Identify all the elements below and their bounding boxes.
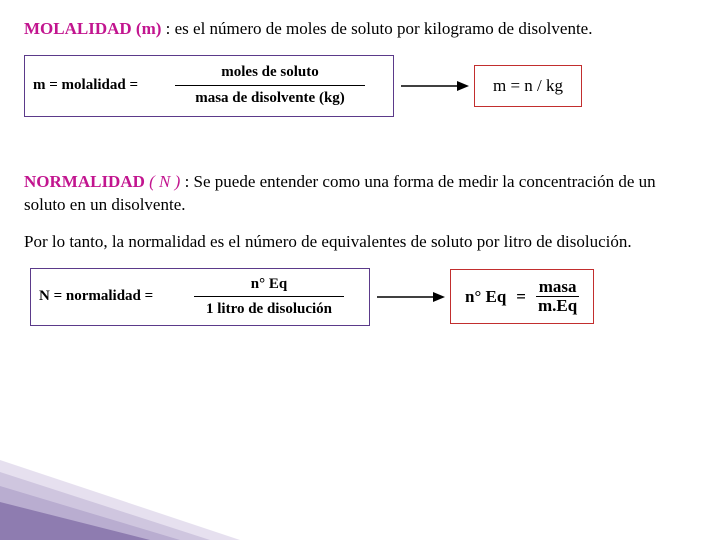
decorative-corner xyxy=(0,460,280,540)
normalidad-result-num: masa xyxy=(539,278,577,296)
arrow-icon xyxy=(394,76,474,96)
normalidad-definition: NORMALIDAD ( N ) : Se puede entender com… xyxy=(24,171,696,217)
molalidad-fraction: moles de soluto masa de disolvente (kg) xyxy=(165,63,375,109)
fraction-line xyxy=(175,85,365,86)
normalidad-result-fraction: masa m.Eq xyxy=(536,278,579,315)
molalidad-term: MOLALIDAD (m) xyxy=(24,19,161,38)
normalidad-result-eq: = xyxy=(516,287,526,307)
normalidad-result-den: m.Eq xyxy=(536,296,579,315)
molalidad-formula-row: m = molalidad = moles de soluto masa de … xyxy=(24,55,696,117)
normalidad-formula-left: N = normalidad = xyxy=(39,288,179,305)
normalidad-numerator: n° Eq xyxy=(179,275,359,294)
molalidad-result-box: m = n / kg xyxy=(474,65,582,107)
fraction-line xyxy=(194,296,344,297)
molalidad-numerator: moles de soluto xyxy=(165,63,375,83)
molalidad-result: m = n / kg xyxy=(493,76,563,96)
normalidad-symbol: ( N ) xyxy=(149,172,180,191)
arrow-icon xyxy=(370,287,450,307)
molalidad-denominator: masa de disolvente (kg) xyxy=(165,89,375,109)
molalidad-formula-left: m = molalidad = xyxy=(33,77,165,94)
normalidad-denominator: 1 litro de disolución xyxy=(179,300,359,319)
normalidad-formula-box: N = normalidad = n° Eq 1 litro de disolu… xyxy=(30,268,370,326)
molalidad-def-text: : es el número de moles de soluto por ki… xyxy=(161,19,592,38)
normalidad-term: NORMALIDAD xyxy=(24,172,145,191)
molalidad-formula-box: m = molalidad = moles de soluto masa de … xyxy=(24,55,394,117)
normalidad-fraction: n° Eq 1 litro de disolución xyxy=(179,275,359,320)
normalidad-formula-row: N = normalidad = n° Eq 1 litro de disolu… xyxy=(24,268,696,326)
normalidad-result-box: n° Eq = masa m.Eq xyxy=(450,269,594,324)
normalidad-para2: Por lo tanto, la normalidad es el número… xyxy=(24,231,696,254)
normalidad-result-left: n° Eq xyxy=(465,287,506,307)
molalidad-definition: MOLALIDAD (m) : es el número de moles de… xyxy=(24,18,696,41)
slide-content: MOLALIDAD (m) : es el número de moles de… xyxy=(0,0,720,346)
